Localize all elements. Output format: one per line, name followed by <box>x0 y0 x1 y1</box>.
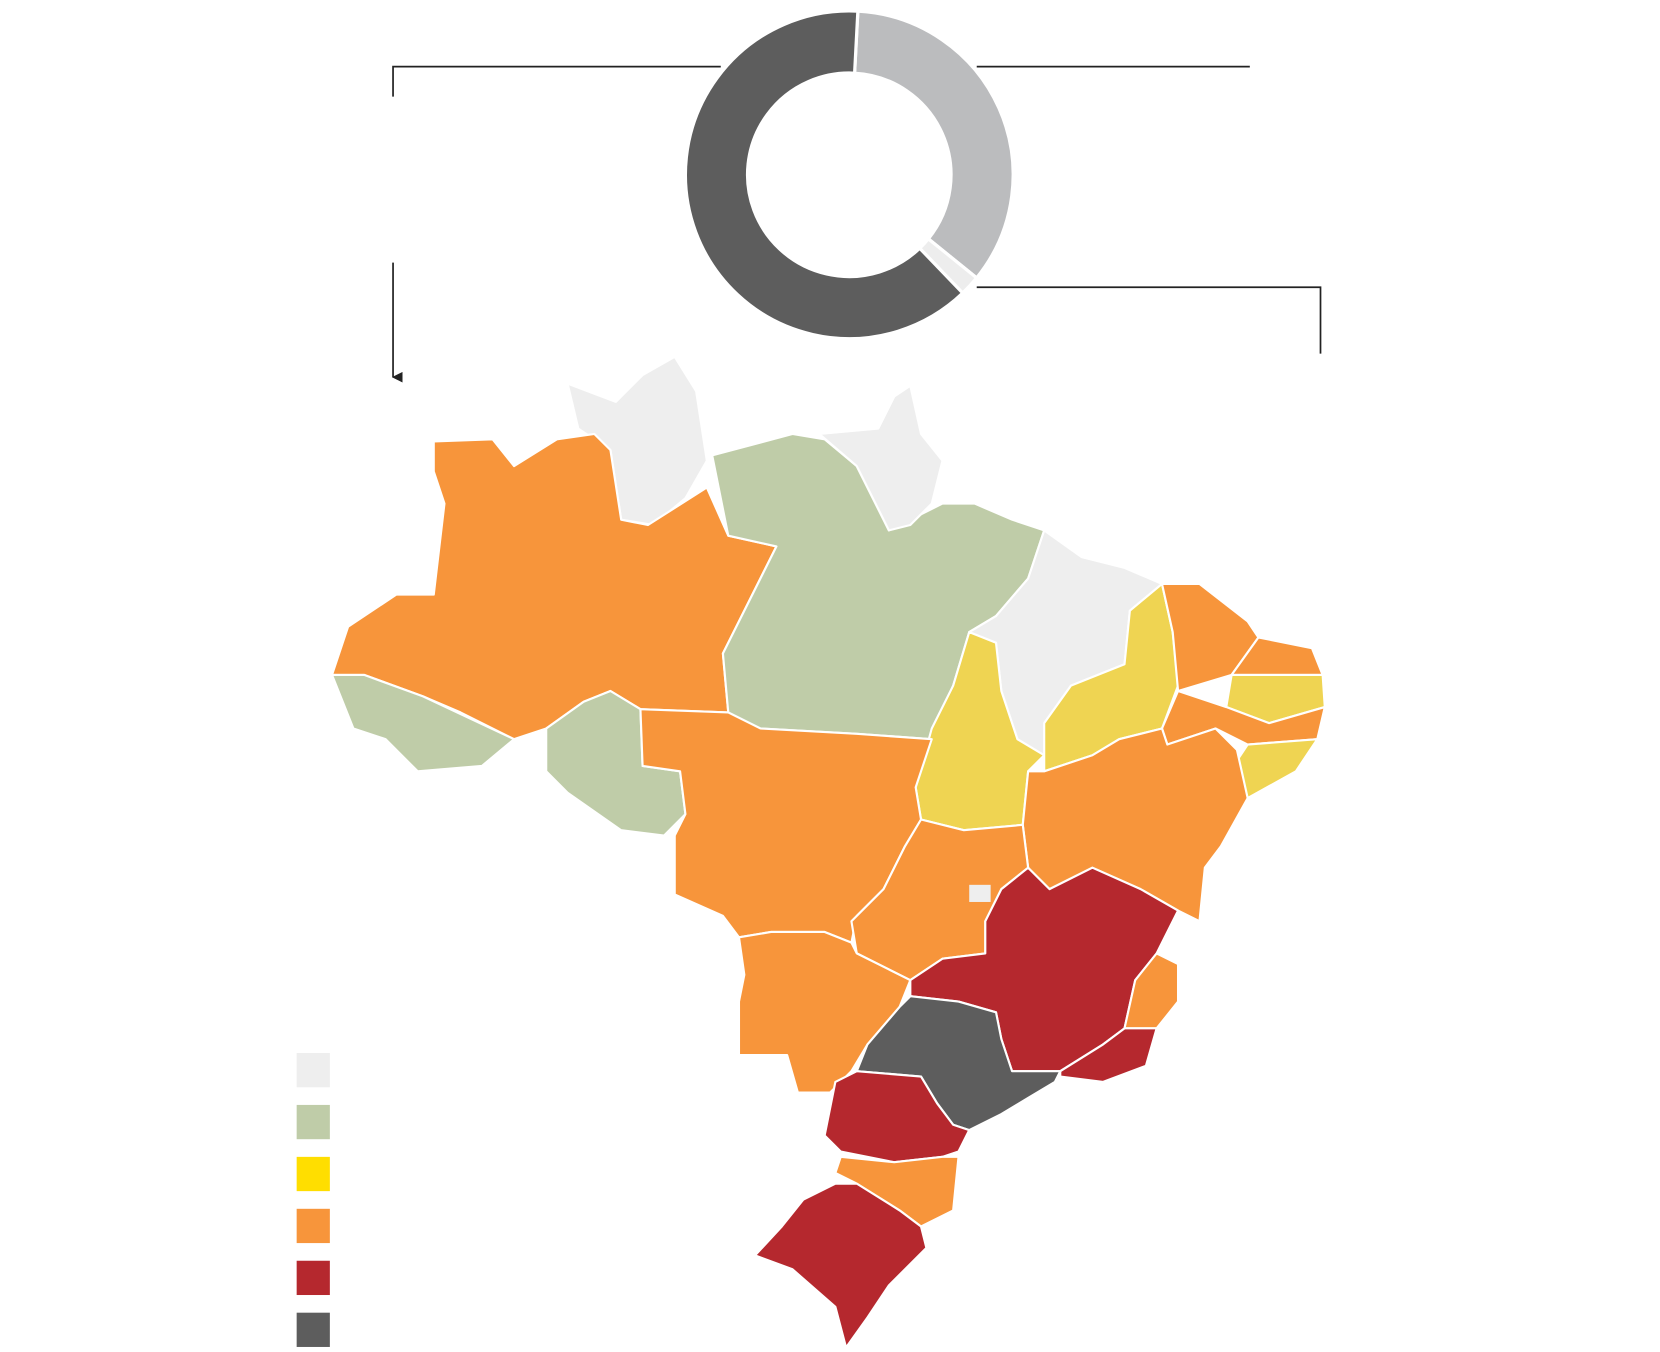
state <box>1235 738 1319 800</box>
donut-segment <box>683 9 965 341</box>
legend-swatch <box>296 1156 330 1192</box>
state <box>753 1182 928 1349</box>
donut-segment <box>852 9 1015 281</box>
state <box>823 1070 971 1164</box>
state <box>330 673 516 773</box>
donut-chart <box>683 9 1015 341</box>
connectors <box>391 65 1322 383</box>
map <box>330 355 1326 1349</box>
state <box>969 884 991 902</box>
state <box>1059 1027 1158 1083</box>
connector-line <box>392 65 721 97</box>
legend <box>296 1052 330 1347</box>
legend-swatch <box>296 1260 330 1296</box>
legend-swatch <box>296 1312 330 1347</box>
legend-swatch <box>296 1104 330 1140</box>
legend-swatch <box>296 1052 330 1088</box>
state <box>834 1155 960 1228</box>
connector-line <box>976 286 1322 354</box>
state <box>818 384 944 532</box>
legend-swatch <box>296 1208 330 1244</box>
state <box>855 995 1062 1132</box>
